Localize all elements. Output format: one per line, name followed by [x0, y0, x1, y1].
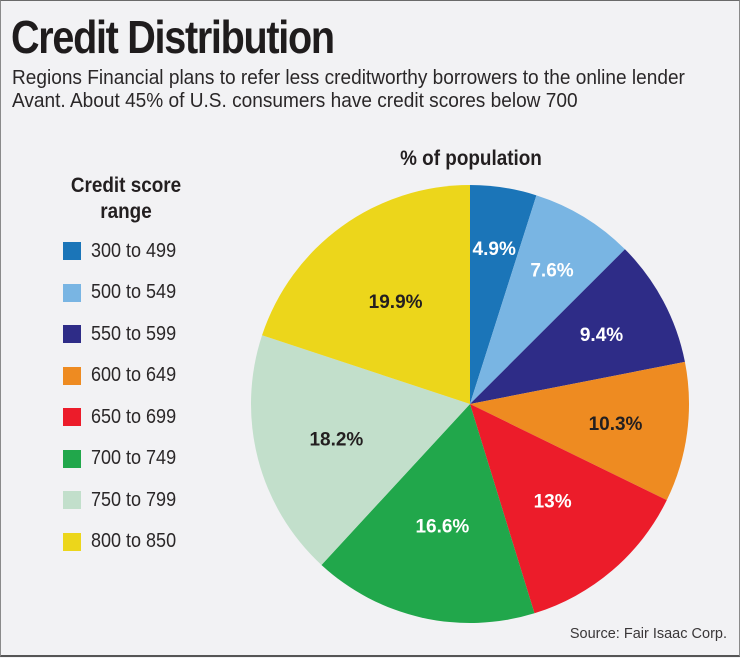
legend-swatch-icon — [63, 408, 81, 426]
slice-value-label: 9.4% — [580, 325, 623, 346]
legend-swatch-icon — [63, 449, 81, 468]
chart-title: % of population — [400, 147, 542, 170]
pie-slice — [470, 185, 537, 404]
slice-value-label: 7.6% — [530, 260, 573, 281]
slice-value-label: 4.9% — [473, 239, 516, 260]
legend-item: 600 to 649 — [63, 364, 186, 387]
pie-slice — [470, 195, 625, 404]
legend-label: 750 to 799 — [91, 488, 177, 511]
legend-label: 650 to 699 — [91, 405, 177, 428]
legend-item: 500 to 549 — [63, 281, 186, 304]
legend-item: 700 to 749 — [63, 447, 186, 470]
legend-label: 800 to 850 — [91, 530, 177, 552]
legend-title-line1: Credit score — [70, 174, 182, 197]
legend-label: 500 to 549 — [91, 281, 177, 303]
legend-item: 750 to 799 — [63, 489, 186, 511]
slice-value-label: 16.6% — [415, 517, 469, 538]
legend-item: 550 to 599 — [63, 323, 186, 345]
pie-slice — [470, 249, 685, 404]
legend-swatch-icon — [63, 491, 81, 509]
legend-swatch-icon — [63, 325, 81, 343]
legend-swatch-icon — [63, 532, 81, 551]
legend-label: 550 to 599 — [91, 322, 177, 345]
pie-slice — [250, 335, 470, 565]
legend-swatch-icon — [63, 283, 81, 302]
slice-value-label: 19.9% — [369, 292, 423, 313]
pie-slice — [321, 404, 535, 624]
legend-label: 300 to 499 — [91, 239, 177, 262]
pie-slice — [470, 404, 667, 614]
legend-title-line2: range — [100, 200, 152, 223]
slice-value-label: 13% — [534, 492, 572, 513]
slice-value-label: 10.3% — [589, 414, 643, 435]
legend-item: 800 to 850 — [63, 530, 186, 553]
legend-title: Credit score range — [50, 173, 203, 225]
pie-slice — [470, 361, 690, 501]
legend-swatch-icon — [63, 242, 81, 260]
page-title: Credit Distribution — [11, 11, 335, 63]
slice-value-label: 18.2% — [309, 430, 363, 451]
pie-slice — [262, 185, 470, 404]
legend-item: 300 to 499 — [63, 240, 186, 262]
source-note: Source: Fair Isaac Corp. — [569, 626, 727, 642]
legend-swatch-icon — [63, 366, 81, 385]
subtitle: Regions Financial plans to refer less cr… — [12, 66, 685, 112]
legend-item: 650 to 699 — [63, 406, 186, 428]
legend-label: 700 to 749 — [91, 447, 177, 469]
legend-label: 600 to 649 — [91, 364, 177, 386]
